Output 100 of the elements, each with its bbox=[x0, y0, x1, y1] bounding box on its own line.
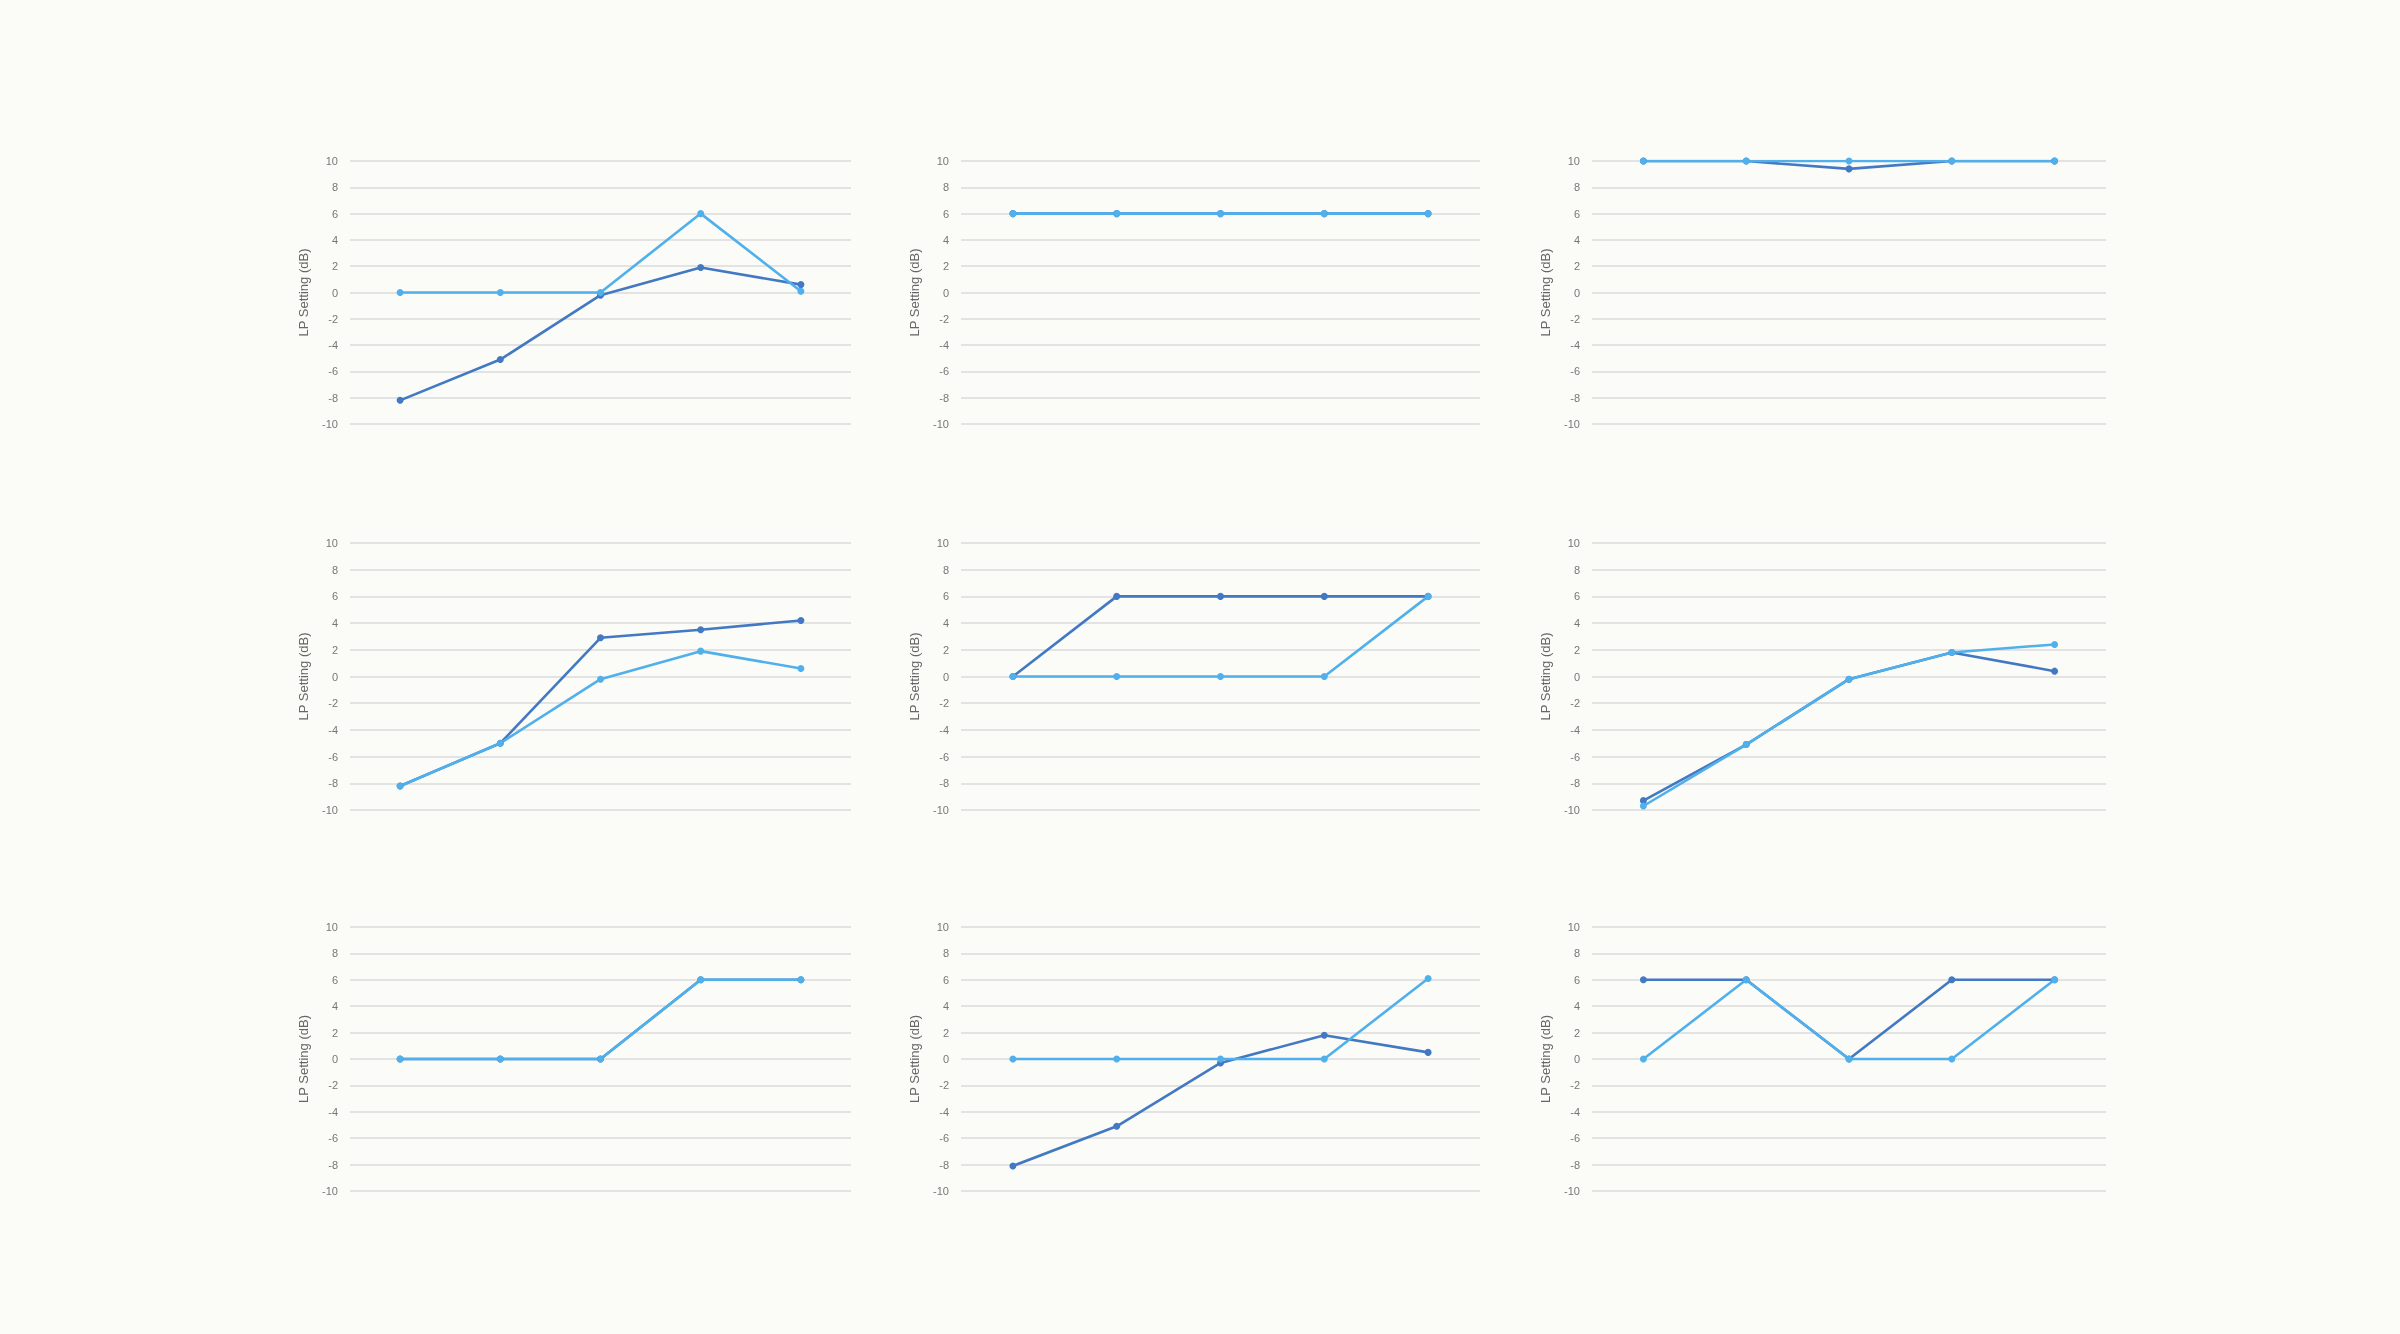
y-tick-label: 0 bbox=[1573, 1053, 1580, 1065]
y-tick-label: 6 bbox=[1573, 207, 1580, 220]
y-tick-label: 8 bbox=[942, 181, 949, 194]
y-tick-label: 10 bbox=[1567, 921, 1580, 933]
y-tick-label: -10 bbox=[1564, 418, 1580, 430]
y-tick-label: -8 bbox=[939, 1158, 949, 1171]
y-tick-label: -4 bbox=[328, 1105, 338, 1118]
y-tick-label: 4 bbox=[1573, 1000, 1580, 1013]
y-tick-label: -6 bbox=[1570, 1132, 1580, 1145]
y-tick-label: 10 bbox=[1567, 537, 1580, 549]
y-tick-label: 8 bbox=[942, 947, 949, 960]
y-tick-label: 10 bbox=[325, 155, 338, 167]
y-tick-label: -4 bbox=[328, 339, 338, 352]
y-tick-label: -4 bbox=[939, 1105, 949, 1118]
y-tick-label: -6 bbox=[1570, 365, 1580, 378]
y-tick-label: -8 bbox=[328, 777, 338, 790]
y-tick-label: 0 bbox=[1573, 670, 1580, 683]
y-tick-label: 8 bbox=[1573, 563, 1580, 576]
y-tick-label: 6 bbox=[942, 973, 949, 986]
y-tick-label: -8 bbox=[1570, 1158, 1580, 1171]
y-tick-label: -4 bbox=[1570, 723, 1580, 736]
y-tick-label: -4 bbox=[1570, 339, 1580, 352]
y-tick-label: -4 bbox=[328, 723, 338, 736]
y-tick-label: -10 bbox=[322, 1185, 338, 1197]
y-tick-label: 10 bbox=[936, 921, 949, 933]
y-tick-label: 4 bbox=[942, 1000, 949, 1013]
y-tick-label: -6 bbox=[939, 1132, 949, 1145]
y-tick-label: -10 bbox=[933, 1185, 949, 1197]
y-tick-label: -6 bbox=[328, 750, 338, 763]
y-tick-label: 4 bbox=[942, 233, 949, 246]
y-tick-label: 4 bbox=[1573, 233, 1580, 246]
y-tick-label: -4 bbox=[1570, 1105, 1580, 1118]
y-axis-title: LP Setting (dB) bbox=[1538, 1015, 1553, 1103]
y-tick-label: 8 bbox=[331, 563, 338, 576]
y-tick-label: -2 bbox=[1570, 1079, 1580, 1092]
y-tick-label: 2 bbox=[331, 260, 338, 273]
y-tick-label: -2 bbox=[328, 1079, 338, 1092]
y-axis-title: LP Setting (dB) bbox=[907, 632, 922, 721]
y-tick-label: 0 bbox=[942, 286, 949, 299]
y-tick-label: -10 bbox=[933, 418, 949, 430]
y-tick-label: -6 bbox=[328, 1132, 338, 1145]
y-tick-label: -6 bbox=[939, 365, 949, 378]
y-tick-label: 8 bbox=[331, 181, 338, 194]
y-tick-label: -8 bbox=[939, 391, 949, 404]
y-axis-title: LP Setting (dB) bbox=[296, 1015, 311, 1103]
y-tick-label: -8 bbox=[328, 391, 338, 404]
y-tick-label: -6 bbox=[328, 365, 338, 378]
y-tick-label: -8 bbox=[1570, 391, 1580, 404]
y-axis-title: LP Setting (dB) bbox=[907, 248, 922, 337]
y-tick-label: 4 bbox=[331, 233, 338, 246]
y-tick-label: 4 bbox=[331, 617, 338, 630]
y-tick-label: 2 bbox=[942, 260, 949, 273]
y-tick-label: 0 bbox=[331, 670, 338, 683]
y-tick-label: -2 bbox=[1570, 312, 1580, 325]
y-tick-label: 0 bbox=[942, 1053, 949, 1065]
y-tick-label: 2 bbox=[942, 643, 949, 656]
y-tick-label: -2 bbox=[939, 1079, 949, 1092]
y-tick-label: 2 bbox=[1573, 1026, 1580, 1039]
y-tick-label: 8 bbox=[1573, 181, 1580, 194]
y-tick-label: 10 bbox=[936, 537, 949, 549]
y-tick-label: 6 bbox=[331, 207, 338, 220]
y-tick-label: 2 bbox=[1573, 643, 1580, 656]
y-tick-label: 10 bbox=[936, 155, 949, 167]
y-tick-label: 4 bbox=[942, 617, 949, 630]
y-tick-label: -2 bbox=[328, 697, 338, 710]
y-axis-title: LP Setting (dB) bbox=[296, 248, 311, 337]
y-tick-label: -10 bbox=[322, 418, 338, 430]
y-tick-label: 4 bbox=[1573, 617, 1580, 630]
y-tick-label: -8 bbox=[328, 1158, 338, 1171]
y-tick-label: -10 bbox=[1564, 804, 1580, 816]
y-tick-label: -8 bbox=[939, 777, 949, 790]
y-axis-title: LP Setting (dB) bbox=[907, 1015, 922, 1103]
y-tick-label: 2 bbox=[1573, 260, 1580, 273]
y-tick-label: 2 bbox=[331, 643, 338, 656]
y-tick-label: 6 bbox=[942, 590, 949, 603]
y-tick-label: 2 bbox=[942, 1026, 949, 1039]
y-tick-label: 6 bbox=[331, 590, 338, 603]
y-axis-title: LP Setting (dB) bbox=[1538, 248, 1553, 337]
y-tick-label: 10 bbox=[1567, 155, 1580, 167]
y-tick-label: -6 bbox=[1570, 750, 1580, 763]
y-tick-label: -2 bbox=[328, 312, 338, 325]
y-tick-label: 8 bbox=[331, 947, 338, 960]
y-tick-label: -4 bbox=[939, 723, 949, 736]
y-tick-label: -2 bbox=[939, 697, 949, 710]
y-tick-label: 8 bbox=[942, 563, 949, 576]
y-tick-label: 0 bbox=[942, 670, 949, 683]
y-tick-label: -2 bbox=[939, 312, 949, 325]
y-tick-label: 0 bbox=[331, 286, 338, 299]
y-tick-label: 0 bbox=[1573, 286, 1580, 299]
y-tick-label: 6 bbox=[331, 973, 338, 986]
y-tick-label: 6 bbox=[1573, 590, 1580, 603]
y-tick-label: 8 bbox=[1573, 947, 1580, 960]
y-tick-label: -4 bbox=[939, 339, 949, 352]
y-axis-title: LP Setting (dB) bbox=[296, 632, 311, 721]
y-axis-title: LP Setting (dB) bbox=[1538, 632, 1553, 721]
y-tick-label: 0 bbox=[331, 1053, 338, 1065]
y-tick-label: -10 bbox=[933, 804, 949, 816]
y-tick-label: -6 bbox=[939, 750, 949, 763]
y-tick-label: -2 bbox=[1570, 697, 1580, 710]
y-tick-label: 4 bbox=[331, 1000, 338, 1013]
